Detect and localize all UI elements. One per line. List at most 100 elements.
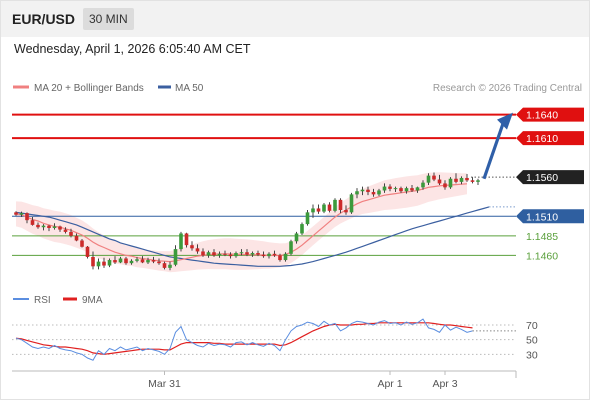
candle-body: [124, 258, 128, 264]
candle-body: [162, 263, 167, 268]
candle-body: [294, 233, 299, 242]
candle-body: [173, 249, 178, 265]
candle-body: [256, 253, 260, 255]
candle-body: [239, 252, 244, 254]
candle-body: [443, 183, 447, 188]
candle-body: [206, 252, 211, 256]
candle-body: [250, 253, 255, 255]
candle-body: [107, 260, 112, 266]
candle-body: [25, 213, 29, 221]
candle-body: [267, 253, 271, 257]
candle-body: [355, 191, 359, 195]
candle-body: [360, 189, 365, 192]
candle-body: [261, 254, 266, 257]
candle-body: [476, 180, 480, 182]
candle-body: [140, 259, 145, 263]
projection-arrow-head: [497, 112, 513, 130]
candle-body: [118, 258, 123, 263]
candle-body: [465, 177, 469, 181]
candle-body: [399, 188, 403, 192]
rsi-level-label: 70: [526, 320, 538, 332]
candle-body: [52, 226, 57, 228]
candle-body: [322, 204, 326, 212]
source-credit: Research © 2026 Trading Central: [433, 83, 582, 94]
ma50-line: [15, 206, 490, 267]
candle-body: [74, 235, 79, 241]
legend-ma50-label: MA 50: [175, 83, 204, 94]
candle-body: [366, 189, 370, 193]
x-axis-label: Mar 31: [148, 378, 181, 390]
candle-body: [234, 253, 238, 257]
candle-body: [96, 261, 101, 267]
candle-body: [393, 188, 398, 190]
candle-body: [80, 240, 84, 247]
timeframe-button[interactable]: 30 MIN: [83, 8, 134, 30]
candle-body: [316, 208, 321, 212]
candle-body: [14, 212, 18, 215]
candle-body: [432, 175, 436, 180]
candle-body: [30, 220, 35, 225]
resistance-level-label: 1.1610: [526, 133, 558, 145]
candle-body: [300, 224, 304, 234]
projection-arrow-shaft: [482, 123, 505, 180]
candle-body: [305, 212, 310, 225]
legend-ma20-label: MA 20 + Bollinger Bands: [34, 83, 144, 94]
candle-body: [58, 226, 62, 230]
rsi-level-label: 30: [526, 349, 538, 361]
candle-body: [421, 182, 425, 188]
price-plot: 1.1640 1.1610 1.1560 1.1510 1.1485 1.1460: [12, 107, 584, 273]
candle-body: [69, 231, 73, 236]
candle-body: [415, 187, 420, 191]
candle-body: [437, 179, 442, 184]
candle-body: [382, 186, 387, 191]
legend-rsi-label: RSI: [34, 295, 51, 306]
candle-body: [454, 178, 458, 182]
x-axis-label: Apr 1: [377, 378, 402, 390]
support-level-label: 1.1485: [526, 231, 558, 243]
candle-body: [190, 245, 194, 249]
candle-body: [388, 186, 392, 189]
candle-body: [228, 254, 233, 257]
support-level-label: 1.1460: [526, 250, 558, 262]
candle-body: [349, 194, 354, 213]
candle-body: [113, 260, 117, 263]
candle-body: [91, 256, 95, 267]
candle-body: [333, 199, 337, 211]
candle-body: [404, 188, 409, 192]
candle-body: [344, 210, 348, 213]
resistance-level-label: 1.1640: [526, 110, 558, 122]
timestamp: Wednesday, April 1, 2026 6:05:40 AM CET: [14, 42, 251, 56]
candle-body: [146, 260, 150, 263]
chart-header: EUR/USD 30 MIN: [1, 1, 589, 37]
candle-body: [289, 241, 293, 254]
candle-body: [63, 229, 68, 232]
candle-body: [36, 224, 40, 228]
bollinger-band: [16, 172, 467, 273]
candle-body: [157, 261, 161, 264]
candle-body: [85, 246, 90, 257]
candle-body: [459, 177, 464, 182]
candle-body: [201, 251, 205, 256]
rsi-9ma-line: [15, 322, 473, 355]
pivot-level-tag: [516, 209, 584, 224]
candle-body: [426, 175, 431, 183]
candle-body: [377, 190, 381, 195]
candle-body: [102, 261, 106, 266]
candle-body: [283, 253, 288, 261]
candle-body: [217, 253, 222, 256]
candle-body: [311, 208, 315, 213]
rsi-line: [15, 318, 473, 361]
x-axis-label: Apr 3: [432, 378, 457, 390]
candle-body: [184, 233, 189, 246]
candle-body: [195, 248, 200, 252]
candle-body: [19, 213, 24, 215]
rsi-level-label: 50: [526, 335, 538, 347]
candle-body: [371, 192, 376, 195]
candle-body: [272, 253, 277, 256]
legend-9ma-label: 9MA: [82, 295, 103, 306]
candle-body: [338, 199, 343, 211]
candle-body: [129, 260, 134, 264]
candle-body: [223, 253, 227, 255]
candle-body: [151, 260, 156, 262]
